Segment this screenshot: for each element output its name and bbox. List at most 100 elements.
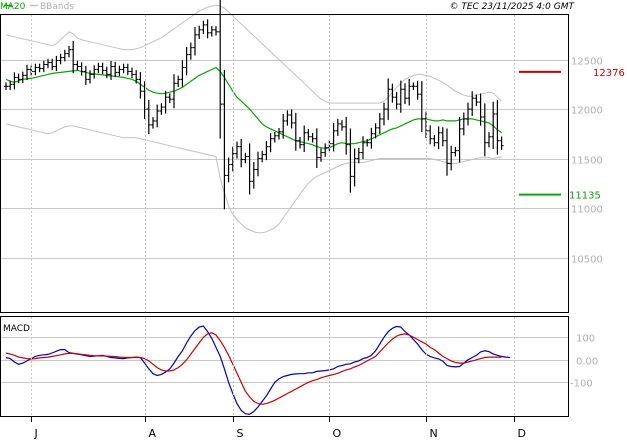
ohlc-bar	[474, 94, 479, 106]
ohlc-bar	[369, 127, 374, 149]
ohlc-bar	[58, 53, 63, 65]
ohlc-bar	[482, 103, 487, 157]
ohlc-bar	[142, 81, 147, 120]
price-y-tick-label: 12500	[571, 57, 603, 68]
ohlc-bar	[163, 90, 168, 114]
ohlc-bar	[37, 63, 42, 73]
ohlc-bar	[466, 102, 470, 126]
x-tick-label: J	[34, 427, 38, 440]
macd-lines	[5, 325, 511, 415]
ohlc-bar	[348, 128, 353, 193]
ohlc-bar	[226, 157, 231, 183]
ohlc-bar	[172, 74, 176, 109]
ohlc-bar	[8, 80, 13, 91]
ohlc-bar	[54, 55, 59, 72]
ohlc-bar	[302, 125, 307, 153]
ohlc-bar	[478, 93, 483, 126]
ohlc-bar	[386, 78, 391, 120]
ohlc-bar	[495, 99, 500, 155]
ohlc-bar	[256, 151, 260, 177]
ohlc-bar	[390, 83, 395, 103]
ohlc-bar	[16, 73, 21, 84]
price-grid	[1, 60, 568, 259]
price-y-tick-label: 11500	[571, 156, 603, 167]
ohlc-bar	[117, 65, 122, 77]
x-tick-label: N	[430, 427, 438, 440]
upper-band-line	[5, 4, 502, 104]
ohlc-bar	[411, 82, 416, 91]
ohlc-bar	[394, 92, 399, 110]
ohlc-bar	[340, 120, 344, 131]
ohlc-bar	[499, 136, 504, 150]
ohlc-bar	[239, 138, 244, 168]
ohlc-bar	[130, 67, 134, 79]
ohlc-bar	[373, 123, 378, 139]
x-tick-label: S	[237, 427, 244, 440]
ohlc-bar	[335, 118, 340, 136]
lower-band-line	[5, 123, 502, 234]
ohlc-bar	[382, 102, 386, 126]
ohlc-bar	[361, 136, 365, 160]
ohlc-bar	[214, 26, 218, 36]
ohlc-bar	[104, 66, 109, 79]
ma20-line	[5, 66, 502, 150]
ohlc-bar	[218, 0, 223, 139]
ohlc-bar	[25, 64, 29, 81]
ohlc-bars	[4, 0, 504, 210]
ohlc-bar	[356, 147, 361, 164]
ohlc-bar	[314, 128, 319, 169]
ohlc-bar	[88, 70, 92, 84]
ohlc-bar	[470, 91, 475, 116]
macd-y-tick-labels: -100 0.00 100	[570, 334, 598, 390]
ohlc-bar	[151, 117, 155, 129]
ohlc-bar	[62, 49, 67, 62]
ohlc-bar	[285, 110, 290, 126]
ohlc-bar	[453, 146, 458, 157]
ohlc-bar	[100, 62, 105, 75]
ohlc-bar	[41, 60, 46, 73]
ma20-series-line	[5, 66, 502, 150]
ohlc-bar	[83, 65, 88, 85]
price-y-tick-label: 11000	[571, 205, 603, 216]
ohlc-bar	[235, 141, 239, 159]
ohlc-bar	[289, 109, 294, 129]
ohlc-bar	[79, 62, 84, 76]
ohlc-bar	[344, 116, 349, 155]
ohlc-bar	[92, 65, 97, 79]
ohlc-bar	[251, 162, 256, 189]
ohlc-bar	[310, 133, 315, 143]
price-y-tick-label: 12000	[571, 106, 603, 117]
ohlc-bar	[277, 128, 281, 140]
x-tick-label: O	[333, 427, 342, 440]
ohlc-bar	[440, 127, 445, 147]
legend-bands-label: BBands	[40, 2, 74, 12]
ohlc-bar	[432, 134, 437, 147]
ohlc-bar	[428, 125, 433, 145]
ohlc-bar	[272, 132, 277, 143]
ohlc-bar	[146, 99, 151, 134]
ohlc-bar	[352, 148, 357, 187]
support-level-label: 11135	[569, 191, 601, 202]
ohlc-bar	[113, 61, 118, 78]
ohlc-bar	[197, 25, 202, 40]
ohlc-bar	[449, 145, 454, 171]
ohlc-bar	[4, 82, 8, 91]
macd-y-tick-label: 100	[576, 334, 595, 345]
legend-ma-label: MA20	[0, 2, 26, 12]
ohlc-bar	[260, 150, 265, 163]
ohlc-bar	[436, 126, 441, 150]
signal-series-line	[5, 332, 502, 405]
resistance-level-label: 12376	[593, 68, 625, 79]
ohlc-bar	[293, 112, 298, 151]
macd-y-tick-label: 0.00	[576, 357, 598, 368]
x-tick-label: D	[518, 427, 526, 440]
ohlc-bar	[46, 58, 50, 69]
ohlc-bar	[33, 63, 38, 76]
ohlc-bar	[281, 114, 286, 139]
price-y-tick-label: 10500	[571, 255, 603, 266]
ohlc-bar	[230, 146, 235, 172]
price-panel-frame	[0, 14, 569, 313]
ohlc-bar	[155, 104, 160, 128]
macd-title: MACD	[3, 324, 30, 334]
